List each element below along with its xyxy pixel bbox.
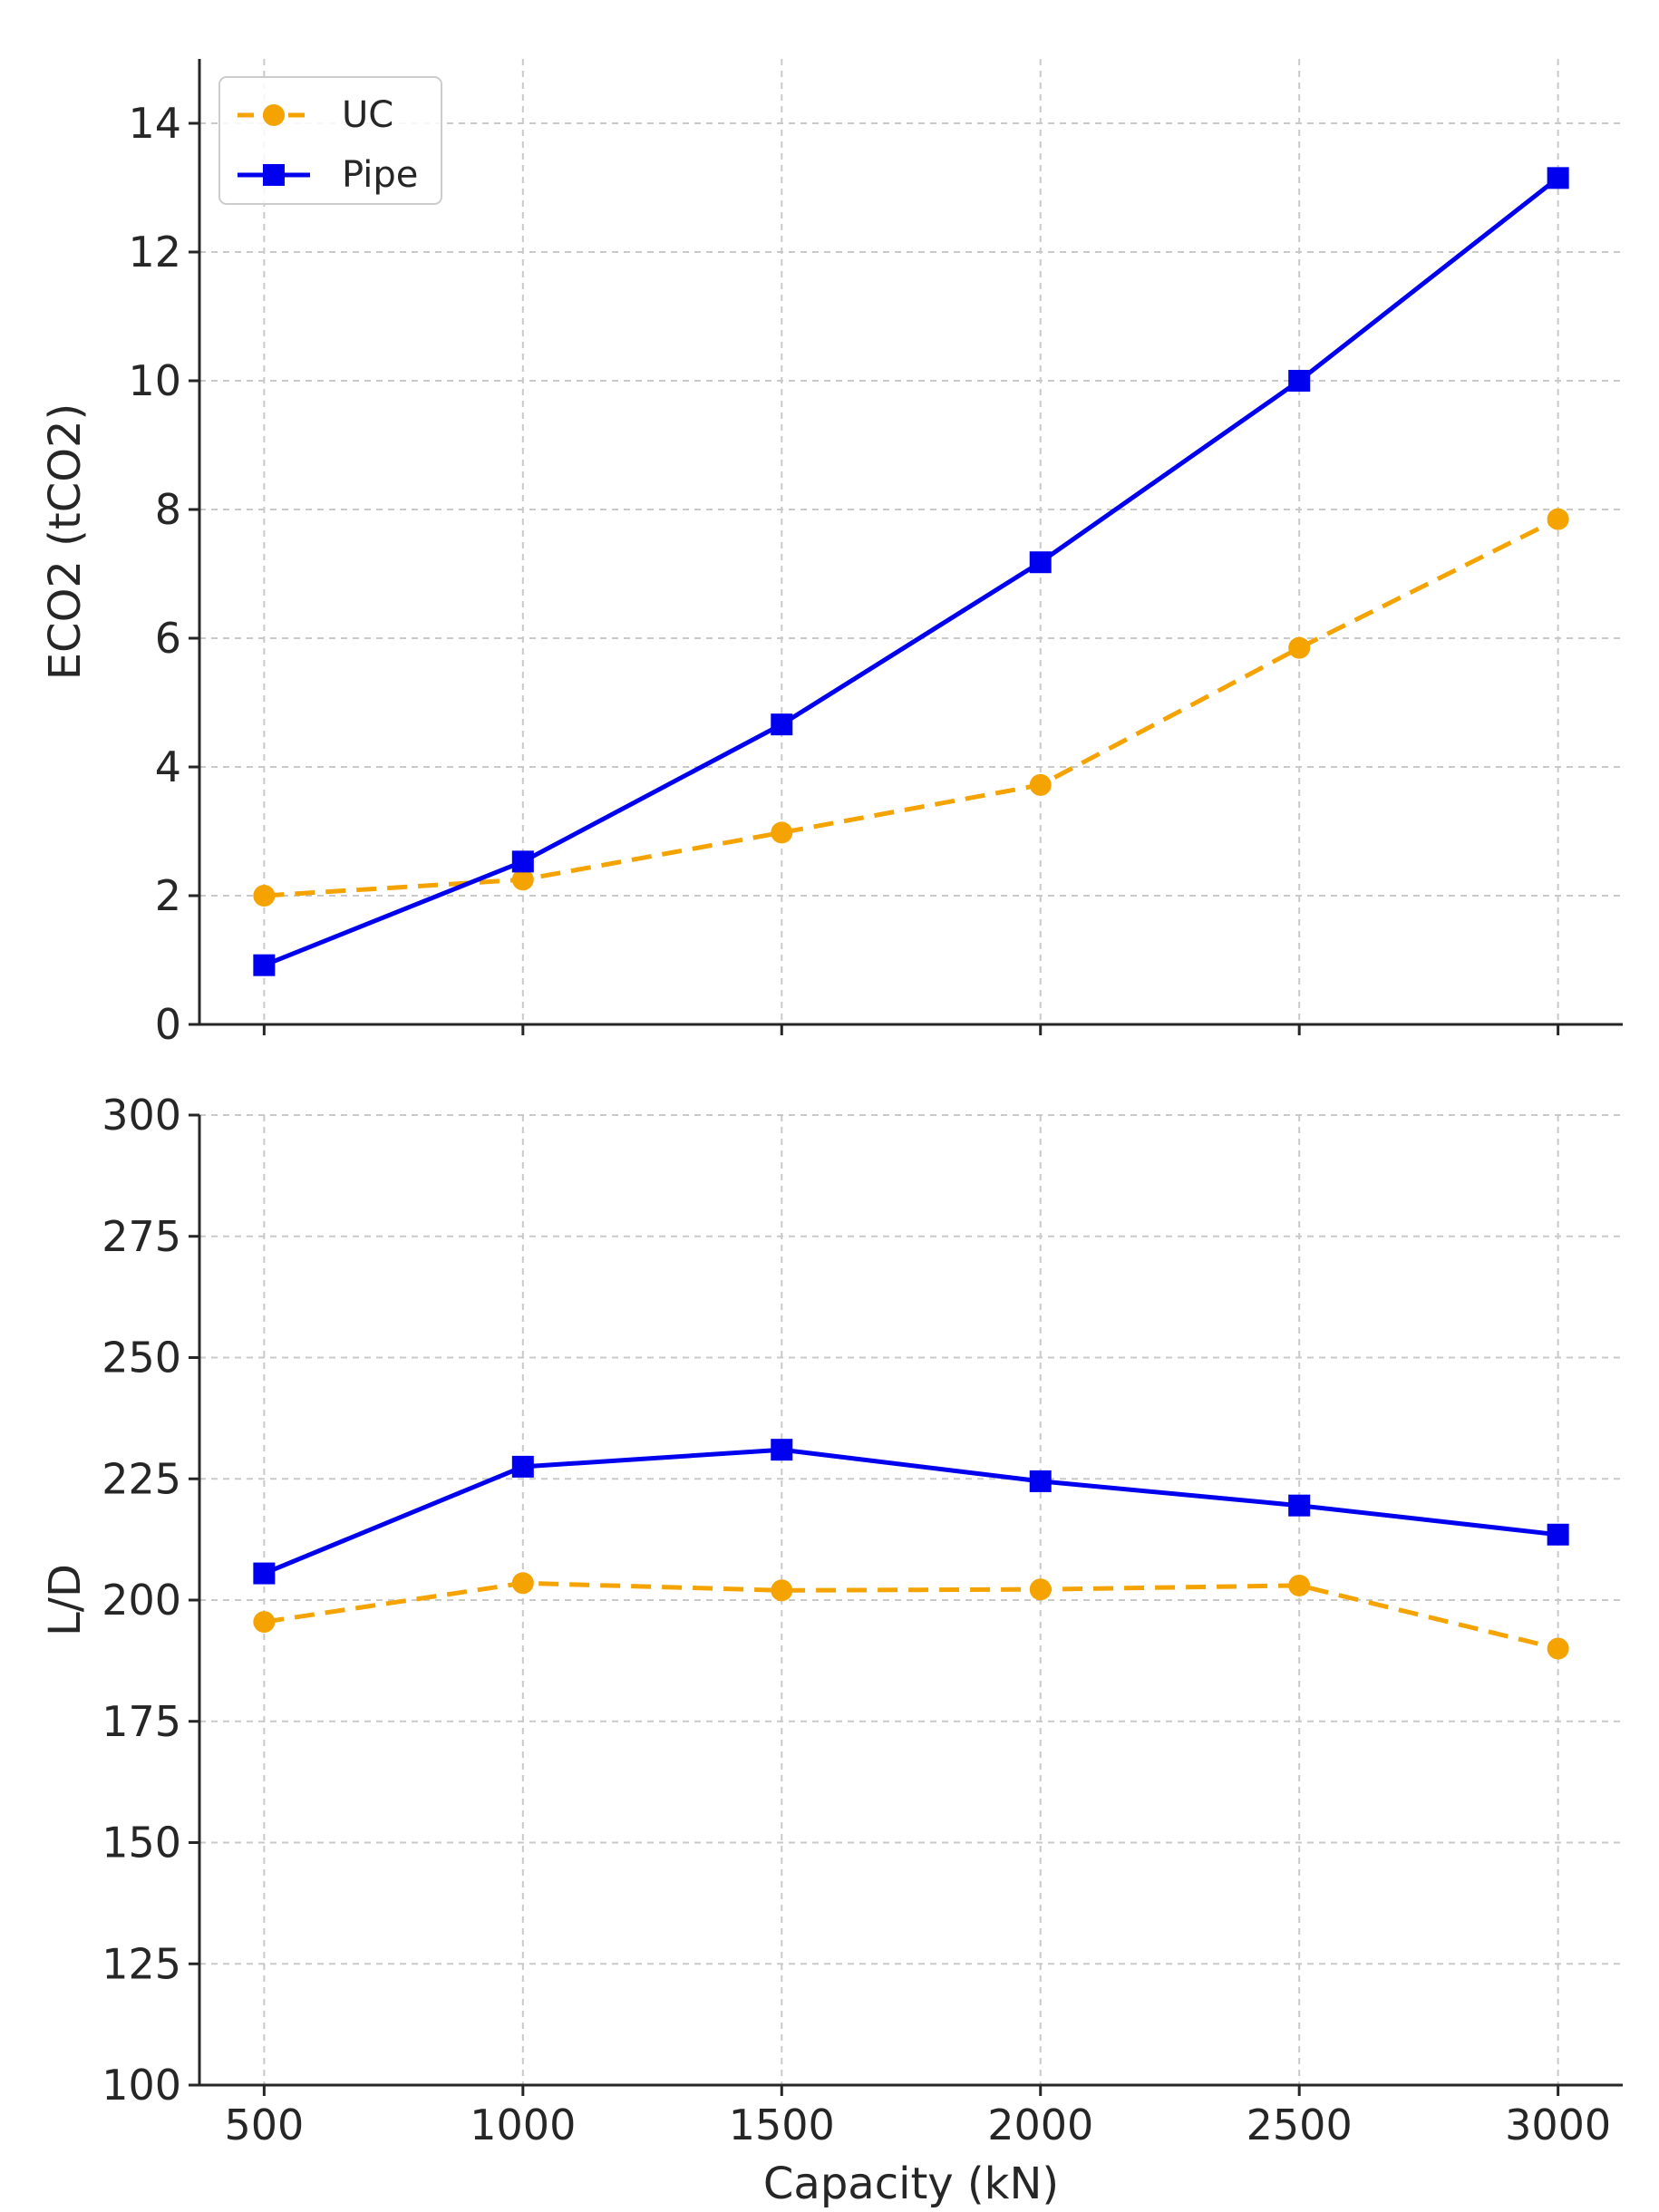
y-tick-label: 175 bbox=[102, 1697, 181, 1746]
data-point-pipe bbox=[1288, 1494, 1311, 1517]
y-tick-label: 125 bbox=[102, 1939, 181, 1988]
legend: UC Pipe bbox=[218, 76, 442, 205]
series-uc-top bbox=[253, 508, 1569, 907]
y-tick-label: 4 bbox=[155, 742, 181, 791]
y-tick-label: 2 bbox=[155, 871, 181, 920]
y-tick-label: 300 bbox=[102, 1091, 181, 1140]
series-line-pipe bbox=[263, 1447, 1558, 1576]
legend-label-pipe: Pipe bbox=[342, 154, 418, 196]
series-line-uc bbox=[264, 1580, 1559, 1651]
series-uc-bottom bbox=[253, 1572, 1569, 1660]
y-tick-label: 6 bbox=[155, 614, 181, 663]
data-point-pipe bbox=[1029, 1470, 1052, 1492]
y-tick-label: 150 bbox=[102, 1819, 181, 1868]
series-line-pipe bbox=[263, 176, 1560, 968]
data-point-pipe bbox=[1547, 167, 1569, 189]
series-pipe-bottom bbox=[253, 1439, 1569, 1585]
x-tick-label: 500 bbox=[224, 2100, 304, 2149]
data-point-uc bbox=[771, 1579, 793, 1602]
legend-marker-uc bbox=[263, 104, 285, 126]
data-point-uc bbox=[1288, 636, 1311, 659]
data-point-pipe bbox=[253, 1562, 276, 1585]
data-point-uc bbox=[511, 868, 534, 891]
data-point-pipe bbox=[771, 713, 793, 736]
x-tick-label: 2000 bbox=[987, 2100, 1093, 2149]
data-point-pipe bbox=[511, 850, 534, 873]
data-point-pipe bbox=[771, 1439, 793, 1461]
y-tick-label: 100 bbox=[102, 2061, 181, 2110]
y-axis-title: ECO2 (tCO2) bbox=[40, 403, 91, 681]
x-tick-label: 1500 bbox=[729, 2100, 835, 2149]
data-point-uc bbox=[253, 885, 276, 907]
data-point-pipe bbox=[1029, 551, 1052, 574]
data-point-pipe bbox=[253, 954, 276, 976]
data-point-pipe bbox=[1288, 370, 1311, 392]
y-tick-label: 225 bbox=[102, 1454, 181, 1503]
data-point-pipe bbox=[511, 1455, 534, 1478]
y-axis-title: L/D bbox=[40, 1564, 91, 1636]
grid-bottom bbox=[199, 1114, 1623, 2086]
data-point-uc bbox=[1547, 508, 1569, 530]
data-point-uc bbox=[1547, 1637, 1569, 1660]
data-point-uc bbox=[771, 821, 793, 844]
y-tick-label: 275 bbox=[102, 1212, 181, 1261]
series-pipe-top bbox=[253, 167, 1569, 976]
chart-panel-bottom: 100 125 150 175 200 225 250 275 300 500 1000 1500 20… bbox=[40, 1091, 1623, 2209]
x-tick-label: 1000 bbox=[470, 2100, 576, 2149]
x-tick-label: 2500 bbox=[1247, 2100, 1353, 2149]
data-point-pipe bbox=[1547, 1523, 1569, 1546]
y-tick-label: 200 bbox=[102, 1576, 181, 1625]
legend-label-uc: UC bbox=[342, 94, 393, 136]
y-tick-label: 12 bbox=[128, 228, 181, 276]
y-tick-label: 250 bbox=[102, 1334, 181, 1382]
data-point-uc bbox=[1029, 773, 1052, 796]
chart-panel-top: 0 2 4 6 8 10 12 14 ECO2 (tCO2) UC Pipe bbox=[40, 59, 1623, 1049]
y-tick-label: 10 bbox=[128, 356, 181, 405]
y-tick-label: 8 bbox=[155, 485, 181, 534]
y-tick-label: 14 bbox=[128, 99, 181, 148]
data-point-uc bbox=[1029, 1578, 1052, 1601]
x-axis-title: Capacity (kN) bbox=[763, 2159, 1059, 2209]
data-point-uc bbox=[511, 1572, 534, 1595]
data-point-uc bbox=[1288, 1574, 1311, 1596]
y-tick-label: 0 bbox=[155, 1000, 181, 1049]
data-point-uc bbox=[253, 1611, 276, 1634]
legend-marker-pipe bbox=[263, 164, 285, 186]
series-line-uc bbox=[264, 517, 1559, 898]
x-tick-label: 3000 bbox=[1505, 2100, 1611, 2149]
